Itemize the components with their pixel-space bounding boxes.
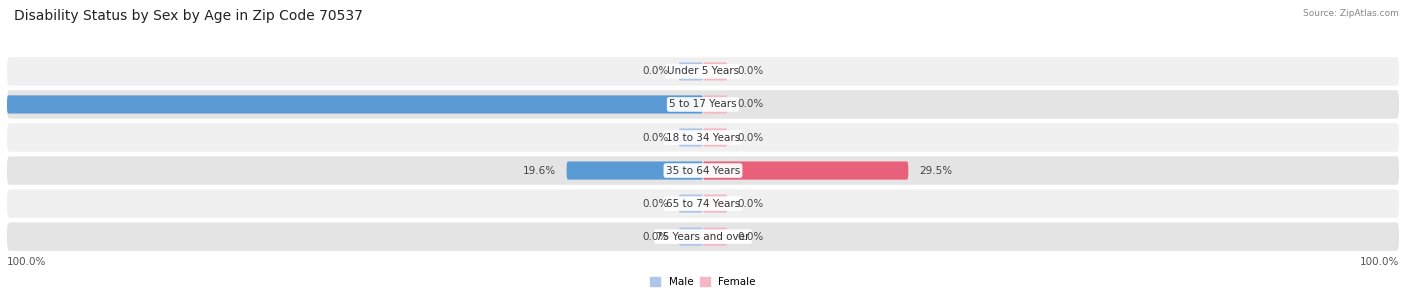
FancyBboxPatch shape: [703, 161, 908, 180]
FancyBboxPatch shape: [703, 228, 727, 246]
Text: 0.0%: 0.0%: [738, 132, 763, 142]
Text: 0.0%: 0.0%: [643, 132, 668, 142]
FancyBboxPatch shape: [679, 62, 703, 81]
Text: 35 to 64 Years: 35 to 64 Years: [666, 166, 740, 176]
Text: 75 Years and over: 75 Years and over: [657, 231, 749, 242]
FancyBboxPatch shape: [703, 128, 727, 147]
Text: 0.0%: 0.0%: [643, 231, 668, 242]
Text: Disability Status by Sex by Age in Zip Code 70537: Disability Status by Sex by Age in Zip C…: [14, 9, 363, 23]
FancyBboxPatch shape: [703, 195, 727, 213]
FancyBboxPatch shape: [7, 123, 1399, 152]
FancyBboxPatch shape: [679, 195, 703, 213]
FancyBboxPatch shape: [703, 95, 727, 113]
Text: 0.0%: 0.0%: [738, 99, 763, 109]
FancyBboxPatch shape: [7, 57, 1399, 86]
FancyBboxPatch shape: [679, 128, 703, 147]
Text: 0.0%: 0.0%: [738, 199, 763, 209]
Text: 5 to 17 Years: 5 to 17 Years: [669, 99, 737, 109]
Text: 18 to 34 Years: 18 to 34 Years: [666, 132, 740, 142]
FancyBboxPatch shape: [7, 156, 1399, 185]
Text: Under 5 Years: Under 5 Years: [666, 66, 740, 77]
FancyBboxPatch shape: [703, 62, 727, 81]
Text: 65 to 74 Years: 65 to 74 Years: [666, 199, 740, 209]
FancyBboxPatch shape: [7, 189, 1399, 218]
Text: 19.6%: 19.6%: [523, 166, 557, 176]
FancyBboxPatch shape: [7, 90, 1399, 119]
Text: 0.0%: 0.0%: [738, 66, 763, 77]
Text: 0.0%: 0.0%: [643, 199, 668, 209]
Text: 0.0%: 0.0%: [738, 231, 763, 242]
FancyBboxPatch shape: [567, 161, 703, 180]
Text: Source: ZipAtlas.com: Source: ZipAtlas.com: [1303, 9, 1399, 18]
FancyBboxPatch shape: [679, 228, 703, 246]
Text: 0.0%: 0.0%: [643, 66, 668, 77]
Legend: Male, Female: Male, Female: [645, 273, 761, 292]
FancyBboxPatch shape: [7, 95, 703, 113]
Text: 100.0%: 100.0%: [1360, 257, 1399, 267]
FancyBboxPatch shape: [7, 222, 1399, 251]
Text: 29.5%: 29.5%: [918, 166, 952, 176]
Text: 100.0%: 100.0%: [7, 257, 46, 267]
